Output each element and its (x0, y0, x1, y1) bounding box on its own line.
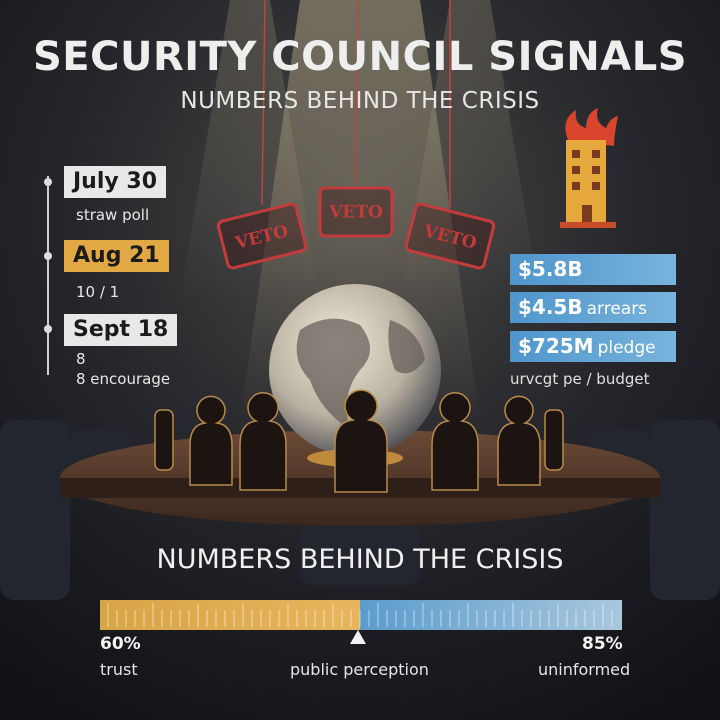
subtitle: NUMBERS BEHIND THE CRISIS (180, 88, 540, 114)
timeline-note: 8 encourage (76, 370, 171, 388)
amount-label: pledge (597, 338, 656, 358)
amount: $4.5B (518, 295, 583, 319)
timeline-date: Sept 18 (64, 314, 178, 346)
finance-item: $5.8B (510, 254, 676, 285)
light-ray (400, 0, 540, 300)
finance-caption: urvcgt pe / budget (510, 370, 650, 388)
percent-label: uninformed (538, 660, 631, 679)
timeline-date: July 30 (64, 166, 167, 198)
silhouettes (154, 389, 564, 493)
light-ray (180, 0, 320, 300)
section-heading: NUMBERS BEHIND THE CRISIS (156, 544, 564, 575)
percent: 60% (100, 634, 141, 654)
building-icon (560, 108, 618, 228)
title: SECURITY COUNCIL SIGNALS (32, 34, 688, 80)
amount: $5.8B (518, 257, 583, 281)
veto-tags (216, 186, 496, 270)
timeline (44, 176, 52, 375)
amount-label: arrears (586, 299, 648, 319)
percent-label: trust (100, 660, 138, 679)
veto-label: VETO (328, 203, 383, 223)
finance-item: $4.5B arrears (510, 292, 676, 323)
percent: 85% (582, 634, 623, 654)
timeline-date: Aug 21 (64, 240, 169, 272)
tag-strings (261, 0, 451, 208)
timeline-note: 8 (76, 350, 86, 368)
continent (296, 318, 370, 430)
amount: $725M (518, 334, 594, 358)
perception-bar (100, 600, 622, 644)
finance-item: $725M pledge (510, 331, 676, 362)
timeline-note: 10 / 1 (76, 283, 120, 301)
timeline-note: straw poll (76, 206, 150, 224)
continent (388, 320, 425, 374)
scale-label: public perception (290, 660, 429, 679)
